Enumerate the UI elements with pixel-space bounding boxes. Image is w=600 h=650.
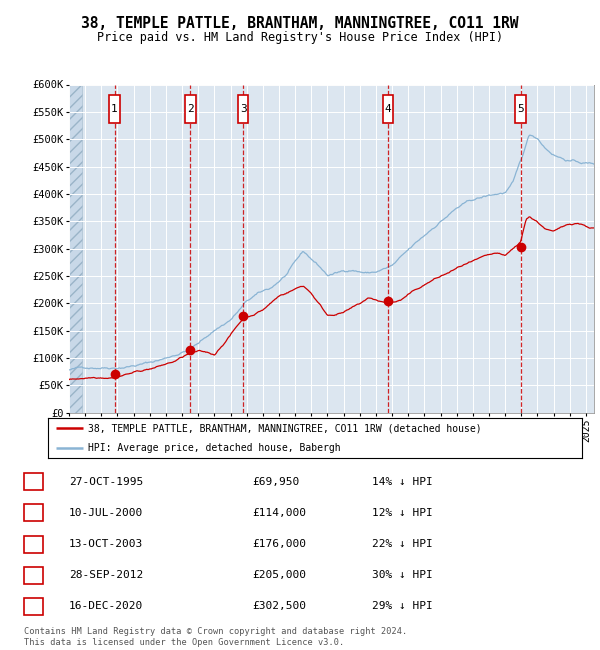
Text: 38, TEMPLE PATTLE, BRANTHAM, MANNINGTREE, CO11 1RW (detached house): 38, TEMPLE PATTLE, BRANTHAM, MANNINGTREE… — [88, 423, 482, 433]
Text: 2: 2 — [30, 508, 37, 518]
Text: 4: 4 — [30, 570, 37, 580]
Text: 28-SEP-2012: 28-SEP-2012 — [69, 570, 143, 580]
Text: 5: 5 — [517, 104, 524, 114]
Bar — [185, 95, 196, 124]
Text: 3: 3 — [30, 539, 37, 549]
Text: 3: 3 — [240, 104, 247, 114]
Text: 29% ↓ HPI: 29% ↓ HPI — [372, 601, 433, 612]
Text: 1: 1 — [30, 476, 37, 487]
Text: 30% ↓ HPI: 30% ↓ HPI — [372, 570, 433, 580]
Text: 4: 4 — [385, 104, 391, 114]
Text: 12% ↓ HPI: 12% ↓ HPI — [372, 508, 433, 518]
Text: HPI: Average price, detached house, Babergh: HPI: Average price, detached house, Babe… — [88, 443, 341, 453]
Text: 27-OCT-1995: 27-OCT-1995 — [69, 476, 143, 487]
Text: 1: 1 — [111, 104, 118, 114]
Text: £69,950: £69,950 — [252, 476, 299, 487]
Text: 22% ↓ HPI: 22% ↓ HPI — [372, 539, 433, 549]
Text: £114,000: £114,000 — [252, 508, 306, 518]
Text: 16-DEC-2020: 16-DEC-2020 — [69, 601, 143, 612]
Text: £176,000: £176,000 — [252, 539, 306, 549]
Bar — [69, 84, 82, 413]
Text: 10-JUL-2000: 10-JUL-2000 — [69, 508, 143, 518]
Text: £302,500: £302,500 — [252, 601, 306, 612]
Text: 14% ↓ HPI: 14% ↓ HPI — [372, 476, 433, 487]
Text: 2: 2 — [187, 104, 194, 114]
Bar — [515, 95, 526, 124]
Text: £205,000: £205,000 — [252, 570, 306, 580]
Bar — [383, 95, 393, 124]
Bar — [69, 84, 82, 413]
Text: 5: 5 — [30, 601, 37, 612]
Bar — [109, 95, 120, 124]
Text: 13-OCT-2003: 13-OCT-2003 — [69, 539, 143, 549]
Text: Contains HM Land Registry data © Crown copyright and database right 2024.
This d: Contains HM Land Registry data © Crown c… — [24, 627, 407, 647]
Text: 38, TEMPLE PATTLE, BRANTHAM, MANNINGTREE, CO11 1RW: 38, TEMPLE PATTLE, BRANTHAM, MANNINGTREE… — [81, 16, 519, 31]
Bar — [238, 95, 248, 124]
Text: Price paid vs. HM Land Registry's House Price Index (HPI): Price paid vs. HM Land Registry's House … — [97, 31, 503, 44]
